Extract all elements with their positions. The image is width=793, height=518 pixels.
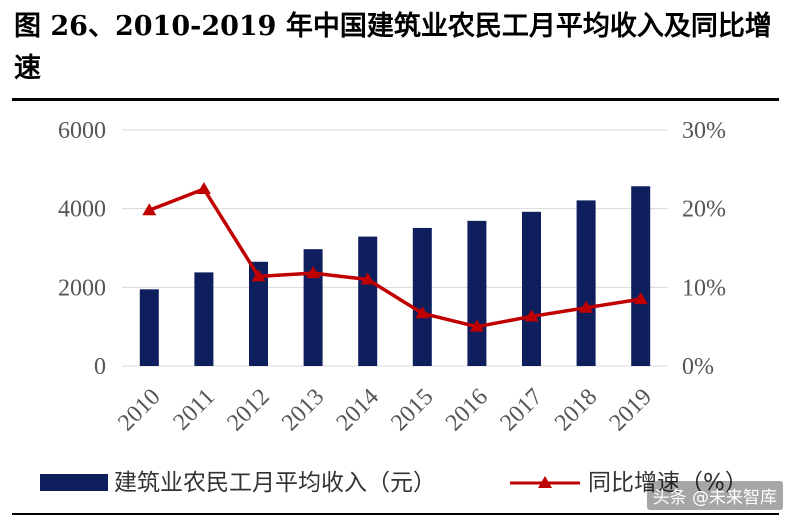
- bar: [249, 261, 268, 366]
- legend-line-label: 同比增速（%）: [588, 470, 748, 496]
- legend: 建筑业农民工月平均收入（元） 同比增速（%）: [40, 470, 748, 496]
- left-axis-tick-label: 4000: [58, 197, 106, 223]
- line-point: [360, 272, 375, 285]
- title-divider: [12, 98, 779, 101]
- line-point: [142, 203, 157, 216]
- bar: [522, 211, 541, 366]
- line-point: [579, 300, 594, 313]
- line-point: [415, 306, 430, 319]
- bar: [303, 249, 323, 366]
- bar: [139, 289, 159, 366]
- line-point: [196, 182, 211, 194]
- x-axis-tick-label: 2010: [113, 384, 165, 436]
- chart-title: 图 26、2010-2019 年中国建筑业农民工月平均收入及同比增速: [14, 11, 772, 84]
- x-axis-tick-label: 2018: [550, 384, 602, 436]
- right-axis-tick-label: 0%: [682, 354, 714, 380]
- x-axis-tick-label: 2013: [277, 384, 329, 436]
- right-axis-ticks: 0% 10% 20% 30%: [682, 118, 726, 380]
- left-axis-ticks: 0 2000 4000 6000: [58, 118, 106, 380]
- legend-line-marker: [538, 476, 552, 488]
- bar: [412, 227, 432, 366]
- line-point: [251, 269, 266, 282]
- line-point: [306, 266, 321, 279]
- bar-series: [139, 186, 651, 366]
- x-axis-tick-label: 2012: [222, 384, 274, 436]
- left-axis-tick-label: 0: [94, 354, 106, 380]
- line-point: [633, 292, 648, 305]
- line-point: [469, 319, 484, 332]
- x-axis-tick-label: 2011: [168, 384, 220, 436]
- bottom-divider: [12, 513, 779, 515]
- right-axis-tick-label: 20%: [682, 197, 726, 223]
- x-axis-tick-label: 2016: [441, 384, 493, 436]
- left-axis-tick-label: 2000: [58, 275, 106, 301]
- line-series: [142, 182, 648, 332]
- x-axis-tick-label: 2015: [386, 384, 438, 436]
- bar: [467, 220, 487, 366]
- right-axis-tick-label: 10%: [682, 275, 726, 301]
- line-point: [524, 309, 539, 322]
- legend-bar-swatch: [40, 474, 108, 491]
- x-axis-tick-label: 2014: [332, 384, 384, 436]
- right-axis-tick-label: 30%: [682, 118, 726, 144]
- bar: [576, 200, 596, 366]
- bar: [631, 186, 651, 366]
- growth-line: [148, 187, 641, 329]
- x-axis-tick-label: 2019: [605, 384, 657, 436]
- watermark: 头条 @未来智库: [646, 481, 783, 510]
- legend-bar-label: 建筑业农民工月平均收入（元）: [114, 470, 436, 496]
- x-axis-tick-label: 2017: [495, 384, 547, 436]
- left-axis-tick-label: 6000: [58, 118, 106, 144]
- bar: [358, 236, 378, 366]
- x-axis-ticks: 2010 2011 2012 2013 2014 2015 2016 2017 2018 2019: [113, 384, 657, 436]
- bar: [194, 272, 214, 366]
